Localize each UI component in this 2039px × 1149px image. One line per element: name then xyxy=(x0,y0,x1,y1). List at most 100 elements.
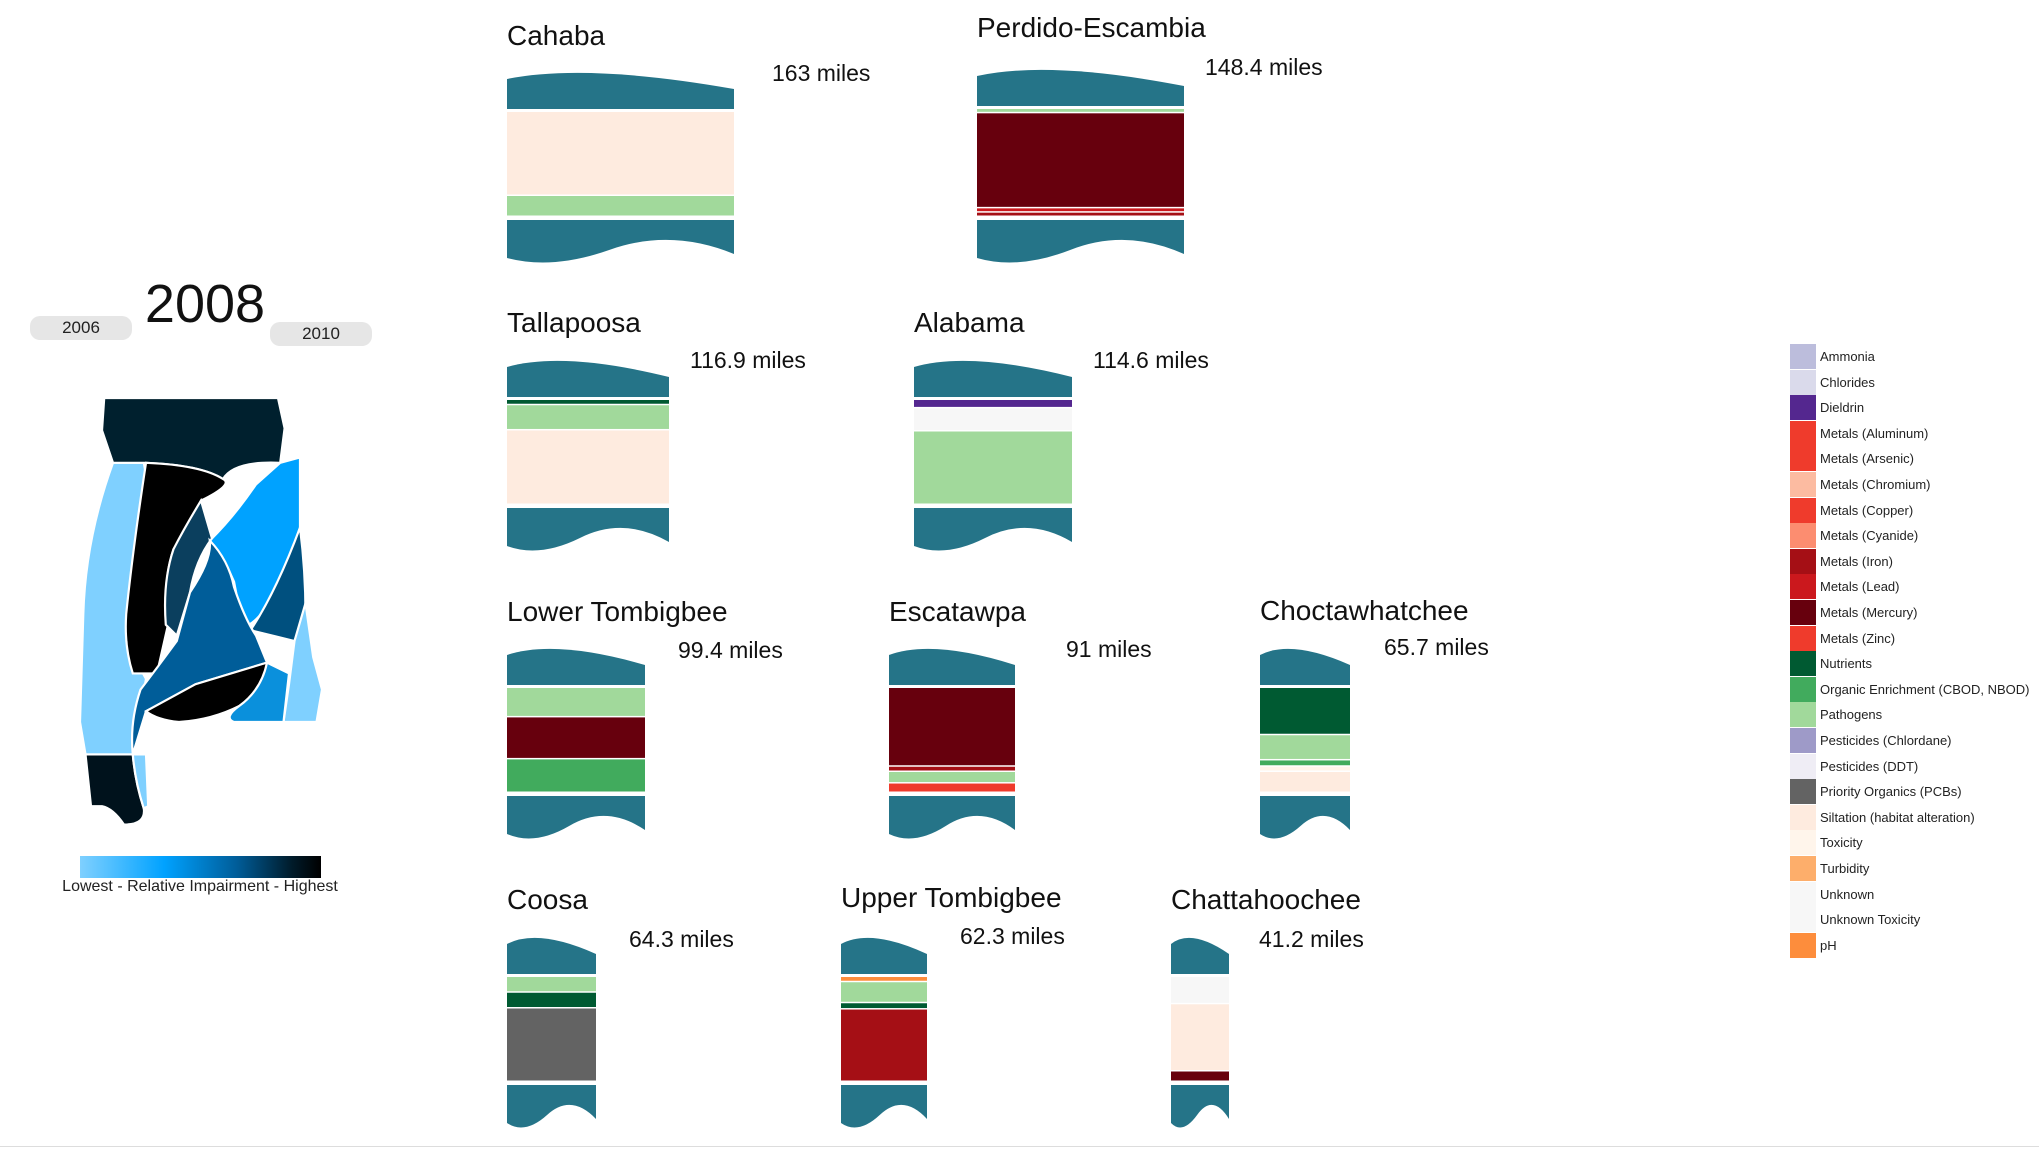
cause-segment[interactable] xyxy=(889,783,1015,792)
cause-segment[interactable] xyxy=(507,405,669,429)
legend-label: Priority Organics (PCBs) xyxy=(1820,784,1962,800)
cause-segment[interactable] xyxy=(1260,688,1350,734)
map-region-choctawhatchee[interactable] xyxy=(228,661,291,724)
basin-glyph-lower-tombigbee[interactable] xyxy=(507,648,645,839)
legend-label: pH xyxy=(1820,937,1837,953)
cause-segment[interactable] xyxy=(507,759,645,792)
basin-name: Upper Tombigbee xyxy=(841,882,1062,913)
basin-glyph-choctawhatchee[interactable] xyxy=(1260,648,1350,839)
cause-segment[interactable] xyxy=(1260,735,1350,759)
basin-glyph-cahaba[interactable] xyxy=(507,72,734,263)
basin-glyph-chattahoochee[interactable] xyxy=(1171,937,1229,1128)
cause-segment[interactable] xyxy=(889,688,1015,766)
legend-label: Metals (Copper) xyxy=(1820,502,1914,518)
cause-segment[interactable] xyxy=(507,977,596,992)
legend-label: Siltation (habitat alteration) xyxy=(1820,809,1975,825)
cause-segment[interactable] xyxy=(914,408,1072,430)
legend-label: Nutrients xyxy=(1820,656,1873,672)
cause-segment[interactable] xyxy=(507,992,596,1007)
map-region-cahaba[interactable] xyxy=(163,497,214,638)
basin-glyph-perdido-escambia[interactable] xyxy=(977,69,1184,263)
cause-segment[interactable] xyxy=(507,430,669,504)
legend-swatch[interactable] xyxy=(1790,676,1816,702)
legend-swatch[interactable] xyxy=(1790,369,1816,395)
basin-river-bottom xyxy=(841,1085,927,1128)
legend-swatch[interactable] xyxy=(1790,497,1816,523)
basin-glyph-upper-tombigbee[interactable] xyxy=(841,937,927,1128)
legend-swatch[interactable] xyxy=(1790,651,1816,677)
basin-impaired-miles: 64.3 miles xyxy=(629,926,734,952)
legend-swatch[interactable] xyxy=(1790,420,1816,446)
cause-segment[interactable] xyxy=(507,400,669,404)
cause-segment[interactable] xyxy=(914,431,1072,504)
legend-swatch[interactable] xyxy=(1790,881,1816,907)
legend-swatch[interactable] xyxy=(1790,932,1816,958)
legend-label: Pathogens xyxy=(1820,707,1883,723)
legend-swatch[interactable] xyxy=(1790,804,1816,830)
cause-segment[interactable] xyxy=(1260,766,1350,771)
legend-swatch[interactable] xyxy=(1790,523,1816,549)
basin-glyph-escatawpa[interactable] xyxy=(889,648,1015,839)
basin-river-bottom xyxy=(507,220,734,263)
legend-swatch[interactable] xyxy=(1790,574,1816,600)
map-region-chattahoochee[interactable] xyxy=(282,602,324,724)
alabama-basin-map xyxy=(78,396,324,826)
next-year-button[interactable]: 2010 xyxy=(270,322,372,346)
basin-name: Choctawhatchee xyxy=(1260,595,1469,626)
basin-glyph-tallapoosa[interactable] xyxy=(507,360,669,551)
cause-segment[interactable] xyxy=(507,112,734,195)
cause-segment[interactable] xyxy=(977,113,1184,207)
cause-segment[interactable] xyxy=(507,688,645,716)
basin-river-bottom xyxy=(507,1085,596,1128)
cause-segment[interactable] xyxy=(507,717,645,758)
cause-segment[interactable] xyxy=(1171,977,1229,1003)
legend-swatch[interactable] xyxy=(1790,600,1816,625)
basin-name: Alabama xyxy=(914,307,1025,338)
legend-swatch[interactable] xyxy=(1790,728,1816,753)
impairment-gradient-bar xyxy=(80,856,321,878)
basin-glyph-coosa[interactable] xyxy=(507,937,596,1128)
cause-segment[interactable] xyxy=(841,977,927,981)
cause-segment[interactable] xyxy=(914,400,1072,407)
legend-swatch[interactable] xyxy=(1790,702,1816,728)
legend-label: Metals (Chromium) xyxy=(1820,477,1931,492)
cause-segment[interactable] xyxy=(1171,1071,1229,1081)
cause-segment[interactable] xyxy=(1171,1004,1229,1070)
cause-segment[interactable] xyxy=(977,212,1184,216)
legend-swatch[interactable] xyxy=(1790,753,1816,779)
cause-segment[interactable] xyxy=(841,1009,927,1081)
basin-impaired-miles: 41.2 miles xyxy=(1259,926,1364,952)
legend-swatch[interactable] xyxy=(1790,779,1816,805)
basin-glyph-alabama[interactable] xyxy=(914,360,1072,551)
map-region-alabama[interactable] xyxy=(130,537,269,755)
cause-segment[interactable] xyxy=(977,208,1184,212)
legend-swatch[interactable] xyxy=(1790,344,1816,369)
legend-label: Toxicity xyxy=(1820,835,1863,851)
basin-impaired-miles: 116.9 miles xyxy=(690,347,806,373)
cause-segment[interactable] xyxy=(977,109,1184,112)
legend-swatch[interactable] xyxy=(1790,395,1816,421)
cause-segment[interactable] xyxy=(841,982,927,1002)
bottom-divider xyxy=(0,1146,2039,1147)
legend-swatch[interactable] xyxy=(1790,907,1816,933)
cause-segment[interactable] xyxy=(889,772,1015,783)
legend-swatch[interactable] xyxy=(1790,548,1816,574)
basin-impaired-miles: 99.4 miles xyxy=(678,637,783,663)
basin-river-bottom xyxy=(507,508,669,551)
map-region-tallapoosa[interactable] xyxy=(248,527,307,643)
legend-swatch[interactable] xyxy=(1790,446,1816,472)
legend-swatch[interactable] xyxy=(1790,625,1816,651)
cause-segment[interactable] xyxy=(1260,772,1350,792)
cause-segment[interactable] xyxy=(507,1008,596,1081)
legend-swatch[interactable] xyxy=(1790,830,1816,856)
map-region-perdido[interactable] xyxy=(131,753,150,810)
cause-segment[interactable] xyxy=(1260,760,1350,766)
basin-name: Escatawpa xyxy=(889,596,1026,627)
prev-year-button[interactable]: 2006 xyxy=(30,316,132,340)
basin-name: Perdido-Escambia xyxy=(977,12,1206,43)
cause-segment[interactable] xyxy=(841,1003,927,1009)
legend-swatch[interactable] xyxy=(1790,856,1816,881)
cause-segment[interactable] xyxy=(507,196,734,216)
legend-swatch[interactable] xyxy=(1790,472,1816,497)
cause-segment[interactable] xyxy=(889,766,1015,771)
